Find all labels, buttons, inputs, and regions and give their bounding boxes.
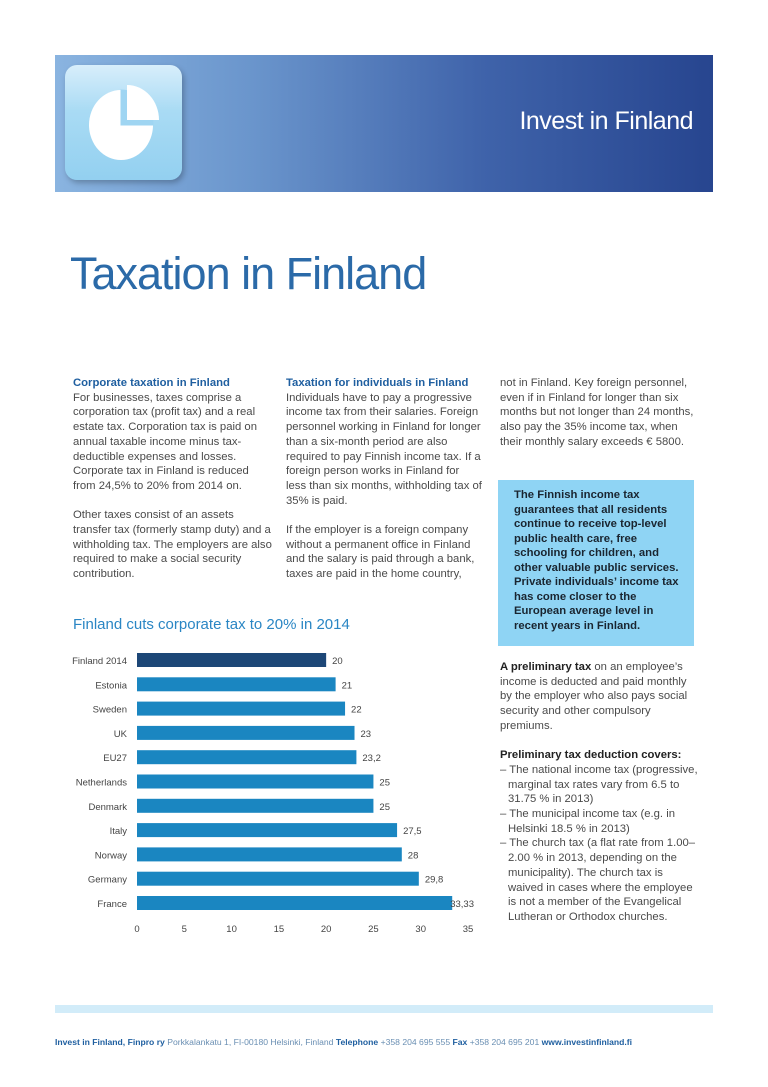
corporate-taxation-section: Corporate taxation in Finland For busine… (73, 376, 273, 597)
paragraph: Other taxes consist of an assets transfe… (73, 509, 272, 581)
footer: Invest in Finland, Finpro ry Porkkalanka… (55, 1037, 632, 1047)
page-title: Taxation in Finland (70, 248, 427, 299)
footer-tel: +358 204 695 555 (378, 1037, 453, 1047)
category-label: Norway (95, 850, 127, 861)
category-label: EU27 (103, 753, 127, 764)
header-banner: Invest in Finland (55, 55, 713, 192)
value-label: 25 (379, 802, 390, 813)
bar (137, 677, 336, 692)
value-label: 21 (342, 680, 353, 691)
x-tick-label: 35 (463, 924, 474, 935)
brand-title: Invest in Finland (519, 107, 693, 135)
highlight-box: The Finnish income tax guarantees that a… (498, 480, 694, 646)
bar (137, 653, 327, 667)
footer-fax: +358 204 695 201 (467, 1037, 542, 1047)
value-label: 29,8 (425, 875, 444, 886)
section-heading: Corporate taxation in Finland (73, 377, 230, 389)
bar (137, 896, 453, 910)
category-label: Italy (110, 826, 128, 837)
section-heading: Taxation for individuals in Finland (286, 377, 469, 389)
preliminary-tax-section: A preliminary tax on an employee’s incom… (500, 660, 700, 925)
x-tick-label: 20 (321, 924, 332, 935)
x-tick-label: 5 (182, 924, 187, 935)
list-item: – The church tax (a flat rate from 1.00–… (500, 837, 696, 923)
chart-title: Finland cuts corporate tax to 20% in 201… (73, 616, 350, 633)
footer-tel-label: Telephone (335, 1037, 379, 1047)
preliminary-tax-bold: A preliminary tax (500, 661, 592, 673)
pie-chart-icon (65, 65, 182, 180)
bar (137, 750, 357, 765)
category-label: Netherlands (76, 778, 127, 789)
list-item: – The municipal income tax (e.g. in Hels… (500, 808, 675, 835)
value-label: 28 (408, 850, 419, 861)
footer-stripe (55, 1005, 713, 1013)
value-label: 27,5 (403, 826, 422, 837)
x-tick-label: 10 (226, 924, 237, 935)
preliminary-tax-text: on an employee’s income is deducted and … (500, 661, 688, 732)
category-label: Sweden (93, 705, 127, 716)
individual-taxation-section: Taxation for individuals in Finland Indi… (286, 376, 482, 597)
covers-heading: Preliminary tax deduction covers: (500, 749, 682, 762)
value-label: 25 (379, 778, 390, 789)
bar (137, 725, 355, 740)
bar (137, 871, 419, 886)
footer-fax-label: Fax (452, 1037, 468, 1047)
paragraph: If the employer is a foreign company wit… (286, 524, 475, 581)
paragraph: For businesses, taxes comprise a corpora… (73, 391, 257, 492)
bar (137, 847, 402, 862)
paragraph: Individuals have to pay a progressive in… (286, 391, 482, 507)
bar (137, 701, 346, 716)
category-label: Estonia (95, 680, 127, 691)
footer-website-link[interactable]: www.investinfinland.fi (541, 1037, 633, 1047)
x-tick-label: 30 (415, 924, 426, 935)
list-item: – The national income tax (progressive, … (500, 763, 698, 806)
value-label: 33,33 (450, 899, 474, 910)
category-label: Finland 2014 (72, 656, 127, 667)
footer-org: Invest in Finland, Finpro ry (55, 1037, 165, 1047)
value-label: 20 (332, 656, 343, 667)
value-label: 22 (351, 705, 362, 716)
x-tick-label: 25 (368, 924, 379, 935)
covers-list: – The national income tax (progressive, … (500, 763, 700, 925)
bar (137, 774, 374, 789)
category-label: Germany (88, 875, 127, 886)
value-label: 23 (361, 729, 372, 740)
x-tick-label: 15 (274, 924, 285, 935)
category-label: UK (114, 729, 128, 740)
category-label: Denmark (88, 802, 127, 813)
footer-address: Porkkalankatu 1, FI-00180 Helsinki, Finl… (164, 1037, 336, 1047)
value-label: 23,2 (362, 753, 381, 764)
paragraph: not in Finland. Key foreign personnel, e… (500, 377, 694, 448)
bar (137, 823, 398, 838)
bar-chart: Finland 2014 20 Estonia 21 Sweden 22 UK 23 EU27 2… (72, 653, 474, 935)
bar (137, 798, 374, 813)
category-label: France (97, 899, 127, 910)
x-tick-label: 0 (134, 924, 139, 935)
